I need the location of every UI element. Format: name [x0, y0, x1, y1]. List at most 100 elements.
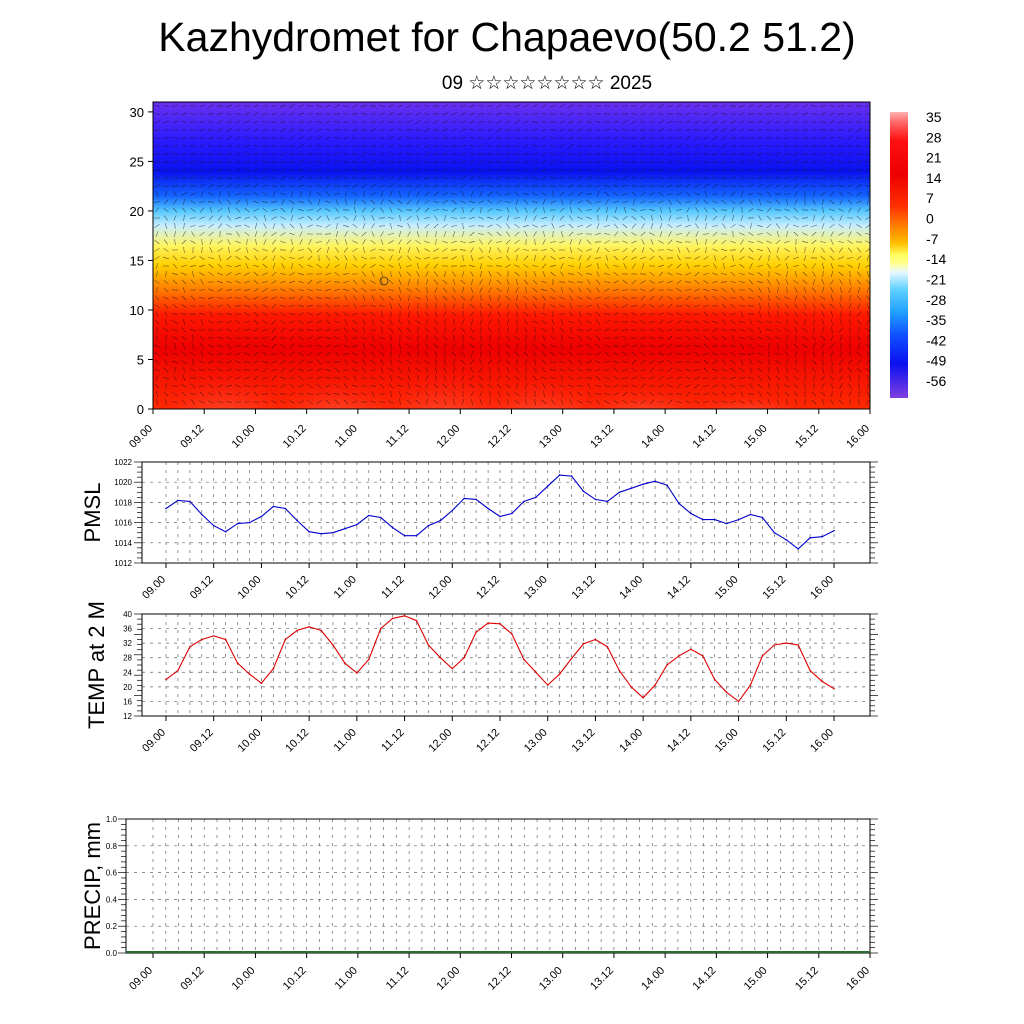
x-tick-label: 12.12 — [474, 574, 502, 602]
temp-point — [511, 633, 513, 635]
temp-point — [690, 648, 692, 651]
x-tick-label: 14.00 — [617, 574, 645, 602]
temp-point — [391, 617, 394, 620]
temp-point — [308, 626, 310, 628]
x-tick-label: 12.00 — [426, 574, 454, 602]
pmsl-point — [546, 485, 549, 488]
temp-point — [606, 646, 609, 648]
x-tick-label: 10.00 — [236, 727, 264, 755]
pmsl-point — [260, 515, 263, 518]
temp-point — [821, 680, 823, 683]
pmsl-point — [391, 526, 394, 529]
y-tick-label: 24 — [123, 668, 132, 677]
pmsl-point — [678, 502, 680, 505]
pmsl-point — [379, 516, 382, 519]
page-subtitle: 09 ☆☆☆☆☆☆☆☆ 2025 — [441, 73, 653, 94]
temp-point — [594, 638, 597, 641]
temp-point — [618, 669, 621, 672]
x-tick-label: 13.12 — [588, 965, 616, 993]
colorbar-label: 7 — [926, 190, 934, 206]
temp-point — [785, 642, 788, 644]
temp-point — [654, 684, 656, 686]
x-tick-label: 10.12 — [281, 423, 309, 451]
x-tick-label: 15.00 — [742, 965, 770, 993]
pmsl-point — [618, 491, 621, 494]
pmsl-point — [809, 537, 811, 539]
x-tick-label: 11.12 — [379, 574, 406, 601]
pmsl-point — [272, 505, 275, 508]
heatmap-panel — [153, 102, 870, 409]
grid — [142, 461, 870, 564]
pmsl-point — [403, 534, 406, 537]
panel-frame — [141, 461, 871, 564]
x-tick-label: 14.12 — [665, 727, 693, 755]
pmsl-point — [415, 534, 418, 537]
pmsl-point — [224, 530, 227, 533]
temp-point — [761, 655, 764, 657]
pmsl-point — [332, 531, 334, 534]
y-tick-label: 1022 — [114, 458, 132, 467]
temp-point — [403, 615, 406, 617]
temp-point — [248, 673, 251, 675]
x-tick-label: 13.00 — [522, 574, 550, 602]
pmsl-point — [797, 548, 799, 550]
temp-point — [284, 638, 287, 641]
temp-point — [356, 672, 358, 674]
pmsl-point — [713, 518, 716, 521]
temp-point — [809, 669, 811, 672]
y-tick-label: 12 — [123, 712, 132, 721]
pmsl-point — [642, 483, 644, 486]
pmsl-point — [725, 522, 728, 525]
x-tick-label: 14.00 — [617, 727, 645, 755]
temp-point — [451, 667, 454, 670]
x-tick-label: 10.12 — [281, 965, 309, 993]
colorbar-label: 21 — [926, 150, 942, 166]
pmsl-point — [296, 519, 299, 522]
temp-point — [224, 638, 227, 641]
temp-ylabel: TEMP at 2 M — [84, 601, 109, 729]
pmsl-point — [690, 512, 692, 515]
x-tick-label: 13.12 — [570, 574, 598, 602]
pmsl-point — [558, 474, 561, 476]
temp-point — [212, 635, 215, 637]
y-tick-label: 1020 — [114, 478, 132, 487]
temp-point — [582, 643, 585, 645]
colorbar-label: 0 — [926, 211, 934, 227]
x-tick-label: 10.00 — [236, 574, 264, 602]
temp-point — [260, 682, 263, 684]
x-tick-label: 13.00 — [537, 423, 565, 451]
x-tick-label: 12.12 — [474, 727, 502, 755]
pmsl-point — [582, 490, 585, 493]
x-tick-label: 09.00 — [140, 727, 168, 755]
temp-point — [678, 655, 680, 657]
pmsl-point — [236, 522, 239, 525]
temp-point — [320, 629, 322, 632]
grid — [126, 818, 871, 954]
pmsl-panel: 1012 1014 1016 1018 1020 1022 09.00 09.12 10.00 1… — [80, 458, 878, 602]
y-tick-label: 28 — [123, 654, 132, 663]
warm-core — [274, 345, 399, 409]
pmsl-point — [177, 499, 179, 502]
x-tick-label: 14.12 — [665, 574, 693, 602]
temp-point — [773, 644, 776, 646]
y-tick-label: 5 — [137, 352, 144, 367]
y-tick-label: 0.4 — [106, 895, 118, 904]
x-tick-label: 09.00 — [127, 965, 155, 993]
x-tick-label: 09.12 — [178, 423, 206, 451]
colorbar — [890, 112, 908, 398]
x-tick-label: 13.12 — [588, 423, 616, 451]
panel-frame — [125, 818, 871, 954]
x-tick-label: 10.12 — [283, 574, 311, 602]
pmsl-point — [523, 500, 525, 503]
y-tick-label: 0.2 — [106, 922, 118, 931]
y-tick-label: 10 — [130, 303, 144, 318]
x-tick-label: 12.00 — [434, 423, 462, 451]
pmsl-point — [570, 475, 573, 477]
x-tick-label: 13.00 — [537, 965, 565, 993]
x-tick-label: 10.12 — [283, 727, 311, 755]
temp-point — [379, 627, 382, 630]
temp-point — [535, 671, 537, 674]
x-tick-label: 14.12 — [691, 965, 719, 993]
colorbar-label: -35 — [926, 312, 946, 328]
y-tick-label: 25 — [130, 154, 144, 169]
